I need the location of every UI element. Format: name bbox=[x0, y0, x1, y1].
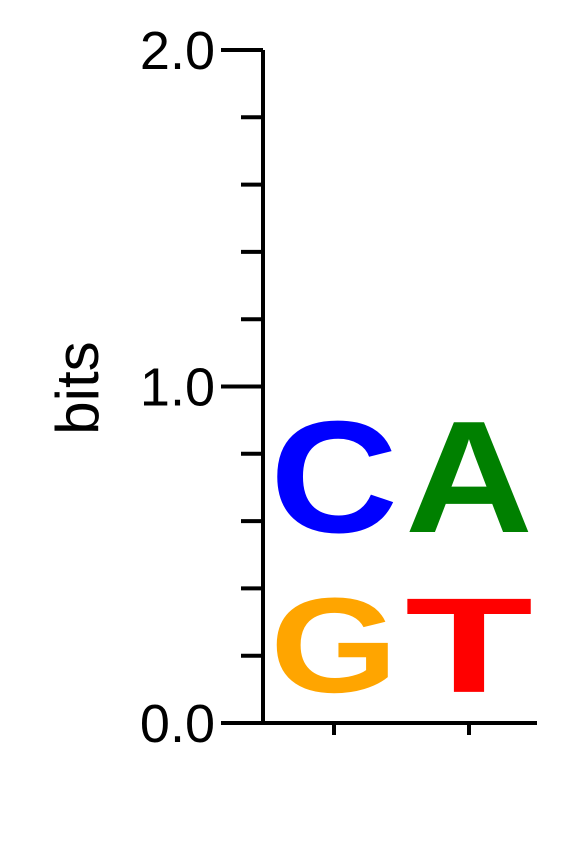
logo-letter-g: G bbox=[270, 570, 398, 721]
logo-letter-a: A bbox=[405, 387, 533, 566]
logo-letter-t: T bbox=[405, 570, 533, 721]
y-axis-label: bits bbox=[44, 341, 111, 434]
logo-letter-c: C bbox=[270, 387, 398, 566]
y-tick-label: 2.0 bbox=[140, 21, 215, 81]
y-axis: 0.0 1.0 2.0 bbox=[140, 21, 265, 754]
x-axis bbox=[261, 721, 537, 735]
y-tick-label: 1.0 bbox=[140, 358, 215, 418]
y-tick-label: 0.0 bbox=[140, 694, 215, 754]
